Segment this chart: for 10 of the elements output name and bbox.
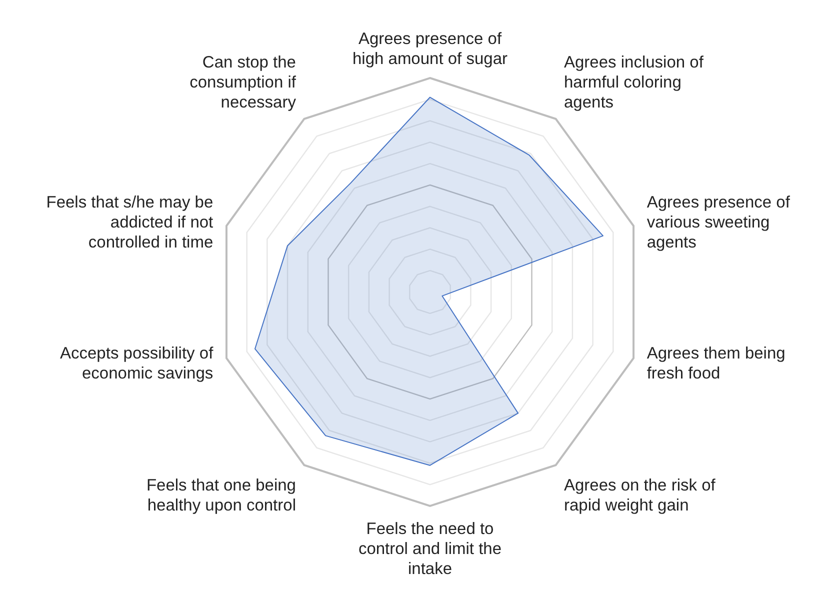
spoke-label: Feels that one being healthy upon control	[146, 476, 296, 514]
spoke-label: Agrees them being fresh food	[646, 344, 786, 382]
spoke-label: Can stop the consumption if necessary	[190, 54, 297, 112]
spoke-label: Feels the need to control and limit the intake	[358, 520, 502, 578]
spoke-label: Agrees presence of various sweeting agents	[646, 194, 790, 252]
spoke-label: Agrees presence of high amount of sugar	[352, 30, 508, 68]
spoke-label: Accepts possibility of economic savings	[60, 344, 214, 382]
spoke-label: Agrees on the risk of rapid weight gain	[564, 476, 716, 514]
spoke-label: Feels that s/he may be addicted if not controlled in time	[46, 194, 214, 252]
spoke-label: Agrees inclusion of harmful coloring agents	[564, 54, 704, 112]
